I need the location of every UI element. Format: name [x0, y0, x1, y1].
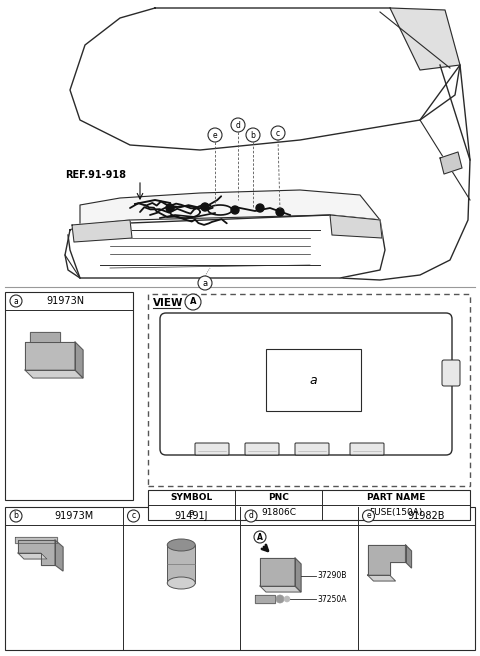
Polygon shape: [295, 558, 301, 592]
Text: e: e: [366, 512, 371, 520]
FancyBboxPatch shape: [442, 360, 460, 386]
Text: 91491J: 91491J: [175, 511, 208, 521]
FancyBboxPatch shape: [266, 349, 361, 411]
Circle shape: [254, 531, 266, 543]
Text: c: c: [276, 129, 280, 138]
Polygon shape: [406, 545, 411, 568]
Bar: [5, 507, 475, 650]
Text: A: A: [257, 533, 263, 541]
Text: 91973N: 91973N: [46, 296, 84, 306]
Circle shape: [198, 276, 212, 290]
FancyBboxPatch shape: [148, 294, 470, 486]
Polygon shape: [30, 332, 60, 342]
Polygon shape: [440, 152, 462, 174]
Text: PNC: PNC: [268, 493, 289, 502]
Polygon shape: [260, 558, 295, 586]
Polygon shape: [72, 220, 132, 242]
Bar: [5, 292, 133, 500]
Circle shape: [10, 295, 22, 307]
Text: FUSE(150A): FUSE(150A): [369, 508, 422, 517]
Text: REF.91-918: REF.91-918: [65, 170, 126, 180]
Polygon shape: [260, 586, 301, 592]
Circle shape: [10, 510, 22, 522]
Text: SYMBOL: SYMBOL: [170, 493, 213, 502]
Text: a: a: [310, 373, 317, 386]
Text: c: c: [132, 512, 135, 520]
Polygon shape: [70, 8, 460, 150]
Text: a: a: [203, 279, 207, 287]
Polygon shape: [75, 342, 83, 378]
Text: b: b: [251, 131, 255, 140]
Text: 91806C: 91806C: [261, 508, 296, 517]
FancyBboxPatch shape: [160, 313, 452, 455]
Text: 37290B: 37290B: [317, 571, 347, 581]
Circle shape: [271, 126, 285, 140]
Polygon shape: [255, 595, 275, 603]
Circle shape: [128, 510, 140, 522]
Polygon shape: [340, 65, 470, 280]
Polygon shape: [15, 537, 57, 543]
FancyBboxPatch shape: [195, 443, 229, 455]
Text: d: d: [236, 121, 240, 129]
Polygon shape: [368, 575, 396, 581]
Circle shape: [231, 118, 245, 132]
Ellipse shape: [167, 577, 195, 589]
Text: 37250A: 37250A: [317, 594, 347, 604]
FancyBboxPatch shape: [245, 443, 279, 455]
Polygon shape: [390, 8, 460, 70]
Polygon shape: [368, 545, 406, 575]
Text: PART NAME: PART NAME: [367, 493, 425, 502]
Bar: [148, 490, 470, 520]
Circle shape: [245, 510, 257, 522]
Ellipse shape: [167, 539, 195, 551]
Text: 91982B: 91982B: [408, 511, 445, 521]
Text: A: A: [190, 298, 196, 306]
FancyBboxPatch shape: [295, 443, 329, 455]
Text: 91973M: 91973M: [54, 511, 94, 521]
Circle shape: [201, 203, 209, 211]
Circle shape: [231, 206, 239, 214]
Text: b: b: [13, 512, 18, 520]
Circle shape: [276, 595, 284, 603]
Polygon shape: [80, 190, 380, 225]
Circle shape: [276, 208, 284, 216]
Text: VIEW: VIEW: [153, 298, 183, 308]
Text: d: d: [249, 512, 253, 520]
Polygon shape: [25, 342, 75, 370]
Polygon shape: [25, 370, 83, 378]
Polygon shape: [55, 540, 63, 571]
Circle shape: [256, 204, 264, 212]
Circle shape: [362, 510, 374, 522]
Polygon shape: [65, 215, 385, 278]
Circle shape: [284, 596, 290, 602]
Circle shape: [166, 204, 174, 212]
Circle shape: [246, 128, 260, 142]
Polygon shape: [18, 553, 47, 559]
Text: e: e: [213, 131, 217, 140]
Polygon shape: [18, 540, 55, 565]
Text: a: a: [13, 297, 18, 306]
Text: a: a: [189, 508, 194, 517]
FancyBboxPatch shape: [350, 443, 384, 455]
Circle shape: [208, 128, 222, 142]
Polygon shape: [330, 215, 382, 238]
Circle shape: [185, 294, 201, 310]
Bar: [167, 545, 195, 583]
